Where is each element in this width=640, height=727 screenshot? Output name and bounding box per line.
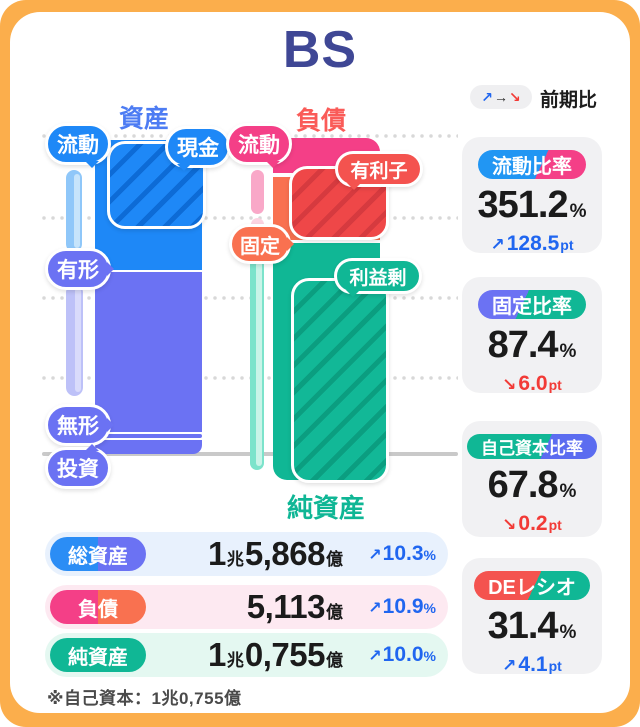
row-pill: 純資産 (50, 638, 146, 672)
up-arrow-icon: ↗ (368, 648, 382, 665)
down-arrow-icon: ↘ (502, 375, 517, 394)
bar-investment-assets (95, 440, 202, 454)
strip-prev-current-assets (66, 170, 82, 252)
metric-value: 31.4% (487, 605, 577, 647)
metric-pill: 流動比率 (478, 150, 586, 179)
metric-card-fixed-ratio: 固定比率 87.4% ↘6.0pt (462, 277, 602, 395)
row-change: ↗10.3% (368, 542, 436, 565)
strip-prev-net-assets (250, 258, 264, 470)
metric-card-current-ratio: 流動比率 351.2% ↗128.5pt (462, 137, 602, 255)
metric-pill: DEレシオ (474, 571, 590, 600)
row-pill: 総資産 (50, 537, 146, 571)
metric-pill: 固定比率 (478, 290, 586, 319)
summary-row-net-assets: 純資産 1兆0,755億 ↗10.0% (45, 633, 448, 677)
trend-legend-label: 前期比 (540, 90, 598, 111)
metric-card-de-ratio: DEレシオ 31.4% ↗4.1pt (462, 558, 602, 676)
up-arrow-icon: ↗ (368, 600, 382, 617)
row-pill: 負債 (50, 590, 146, 624)
metric-value: 87.4% (487, 324, 577, 366)
strip-prev-tangible (66, 284, 83, 396)
gridline (42, 216, 458, 220)
metric-value: 67.8% (487, 464, 577, 506)
bubble-tangible: 有形 (45, 248, 114, 290)
down-arrow-icon: ↘ (509, 88, 521, 105)
bubble-retained-earnings: 利益剰 (334, 258, 422, 297)
summary-row-liabilities: 負債 5,113億 ↗10.9% (45, 585, 448, 629)
row-value: 1兆0,755億 (208, 636, 343, 673)
bubble-current-assets: 流動 (45, 123, 111, 168)
bar-intangible-assets (95, 434, 202, 438)
bar-retained-earnings-hatched (291, 278, 389, 483)
metric-change: ↘6.0pt (502, 372, 562, 395)
metric-change: ↘0.2pt (502, 512, 562, 535)
liabilities-header: 負債 (296, 107, 347, 135)
row-change: ↗10.0% (368, 643, 436, 666)
up-arrow-icon: ↗ (481, 88, 493, 105)
metric-change: ↗128.5pt (490, 232, 574, 255)
metric-card-equity-ratio: 自己資本比率 67.8% ↘0.2pt (462, 421, 602, 537)
down-arrow-icon: ↘ (502, 515, 517, 534)
page-title: BS (282, 21, 358, 79)
bubble-interest-bearing: 有利子 (335, 151, 423, 190)
bubble-current-liabilities: 流動 (226, 123, 292, 168)
metric-pill: 自己資本比率 (467, 434, 597, 459)
bar-tangible-assets (95, 272, 202, 432)
equity-footnote: ※自己資本：1兆0,755億 (47, 689, 242, 708)
strip-prev-current-liabilities (251, 170, 264, 214)
up-arrow-icon: ↗ (490, 235, 505, 254)
bubble-investments: 投資 (45, 444, 111, 489)
row-change: ↗10.9% (368, 595, 436, 618)
bubble-fixed-liabilities: 固定 (229, 224, 294, 264)
metric-value: 351.2% (477, 184, 587, 226)
metric-change: ↗4.1pt (502, 653, 562, 676)
flat-arrow-icon: → (494, 89, 508, 105)
row-value: 1兆5,868億 (208, 535, 343, 572)
up-arrow-icon: ↗ (368, 547, 382, 564)
row-value: 5,113億 (246, 588, 343, 625)
bubble-intangible: 無形 (45, 404, 114, 446)
trend-legend-pill: ↗ → ↘ (470, 85, 532, 109)
net-assets-label: 純資産 (287, 493, 366, 523)
bubble-cash: 現金 (165, 126, 231, 171)
summary-row-total-assets: 総資産 1兆5,868億 ↗10.3% (45, 532, 448, 576)
up-arrow-icon: ↗ (502, 656, 517, 675)
assets-header: 資産 (119, 105, 170, 133)
